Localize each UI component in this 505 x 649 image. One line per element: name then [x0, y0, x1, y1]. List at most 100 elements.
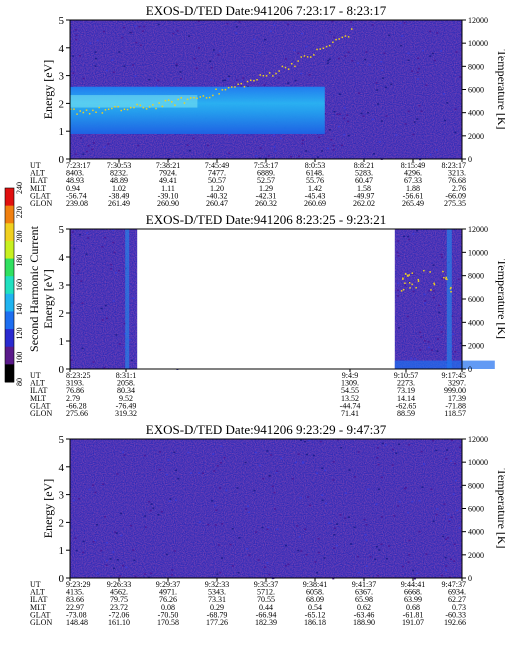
speckle	[276, 528, 279, 530]
y-tick-label: 0	[59, 154, 65, 166]
speckle	[149, 509, 152, 512]
speckle	[268, 573, 271, 576]
ephemeris-cell: 7:53:17	[254, 161, 278, 170]
speckle	[237, 571, 240, 574]
ephemeris-cell: 8:8:21	[354, 161, 374, 170]
ephemeris-cell: 71.41	[341, 409, 359, 418]
speckle	[440, 331, 443, 333]
temperature-point	[287, 68, 290, 70]
speckle	[416, 230, 418, 232]
temperature-point	[79, 110, 81, 112]
temperature-point	[212, 94, 214, 97]
speckle	[92, 484, 95, 486]
temperature-point	[265, 75, 268, 77]
speckle	[81, 302, 84, 304]
speckle	[398, 443, 401, 445]
speckle	[189, 472, 192, 474]
temperature-point	[231, 86, 233, 88]
speckle	[106, 542, 108, 544]
ephemeris-cell: 9:29:37	[156, 580, 180, 589]
speckle	[134, 575, 137, 578]
speckle	[173, 451, 176, 453]
speckle	[297, 52, 300, 54]
speckle	[139, 44, 142, 47]
speckle	[377, 103, 379, 105]
colorbar-segment	[5, 329, 14, 348]
speckle	[364, 58, 367, 61]
temperature-trace	[400, 269, 452, 293]
speckle	[417, 57, 420, 59]
speckle	[104, 304, 107, 307]
speckle	[177, 478, 180, 480]
speckle	[424, 300, 427, 302]
speckle	[120, 534, 123, 537]
temperature-point	[92, 109, 94, 112]
speckle	[240, 80, 243, 82]
speckle	[448, 576, 451, 578]
speckle	[412, 290, 415, 293]
speckle	[130, 359, 133, 362]
ephemeris-row-label: GLON	[30, 409, 52, 418]
speckle	[104, 516, 106, 518]
y2-tick-label: 10000	[468, 39, 488, 48]
spectrogram-speckles	[72, 439, 463, 580]
speckle	[432, 520, 435, 523]
y2-tick-label: 10000	[468, 248, 488, 257]
temperature-point	[76, 113, 78, 115]
temperature-point	[98, 106, 100, 109]
speckle	[304, 440, 306, 443]
ephemeris-cell: -66.28	[66, 401, 87, 410]
ephemeris-cell: 9.52	[119, 394, 133, 403]
ephemeris-cell: -42.31	[256, 191, 277, 200]
temperature-point	[167, 99, 170, 101]
ephemeris-row-label: MLT	[30, 603, 46, 612]
speckle	[112, 229, 115, 231]
speckle	[210, 78, 213, 81]
ephemeris-cell: 76.68	[448, 176, 466, 185]
ephemeris-cell: -56.61	[403, 191, 424, 200]
speckle	[112, 71, 115, 73]
temperature-point	[246, 80, 249, 83]
colorbar-tick-label: 120	[15, 328, 24, 340]
ephemeris-cell: 9:41:37	[352, 580, 376, 589]
temperature-point	[443, 277, 445, 279]
speckle	[397, 240, 400, 242]
speckle	[171, 569, 174, 571]
temperature-point	[130, 106, 132, 109]
speckle	[392, 448, 394, 451]
speckle	[395, 452, 398, 454]
ephemeris-cell: 239.08	[66, 199, 88, 208]
ephemeris-cell: 0.68	[406, 603, 420, 612]
colorbar-tick-label: 80	[15, 378, 24, 386]
speckle	[371, 118, 374, 121]
colorbar-segment	[5, 346, 14, 365]
speckle	[285, 544, 287, 547]
speckle	[343, 107, 346, 109]
y-tick-label: 4	[59, 462, 65, 474]
speckle	[357, 451, 360, 453]
speckle	[96, 524, 98, 526]
temperature-point	[136, 103, 138, 106]
speckle	[100, 307, 103, 310]
speckle	[408, 444, 411, 446]
speckle	[109, 558, 112, 560]
speckle	[363, 518, 366, 521]
ephemeris-row-label: GLON	[30, 199, 52, 208]
speckle	[445, 538, 447, 540]
speckle	[133, 559, 136, 561]
temperature-point	[275, 72, 277, 75]
speckle	[458, 527, 461, 529]
speckle	[172, 32, 175, 35]
speckle	[247, 85, 249, 88]
ephemeris-cell: -70.50	[158, 610, 179, 619]
speckle	[105, 564, 108, 566]
speckle	[416, 572, 419, 575]
speckle	[351, 60, 354, 62]
speckle	[76, 272, 79, 275]
speckle	[328, 129, 331, 131]
speckle	[332, 479, 335, 481]
speckle	[118, 343, 121, 345]
speckle	[105, 559, 108, 562]
ephemeris-cell: 0.94	[66, 184, 80, 193]
ephemeris-cell: -40.32	[207, 191, 228, 200]
